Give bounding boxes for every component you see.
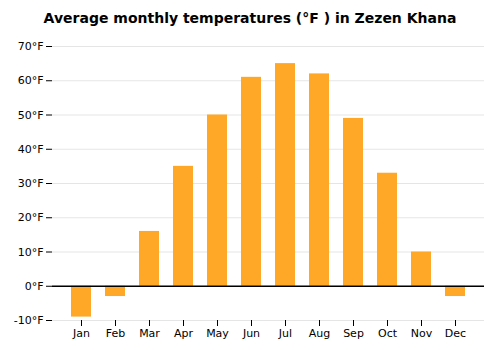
svg-text:Dec: Dec bbox=[445, 327, 466, 340]
svg-text:Jun: Jun bbox=[242, 327, 260, 340]
svg-text:Jul: Jul bbox=[278, 327, 292, 340]
svg-text:Feb: Feb bbox=[106, 327, 125, 340]
svg-text:Jan: Jan bbox=[72, 327, 90, 340]
svg-text:10°F: 10°F bbox=[18, 246, 44, 259]
html-text:Average monthly temperatures (: Average monthly temperatures (°F ) in Ze… bbox=[43, 10, 457, 26]
svg-text:Oct: Oct bbox=[378, 327, 398, 340]
svg-text:May: May bbox=[206, 327, 229, 340]
svg-text:Mar: Mar bbox=[139, 327, 160, 340]
svg-text:60°F: 60°F bbox=[18, 74, 44, 87]
svg-text:Sep: Sep bbox=[343, 327, 364, 340]
svg-text:40°F: 40°F bbox=[18, 143, 44, 156]
svg-text:Apr: Apr bbox=[174, 327, 194, 340]
svg-text:70°F: 70°F bbox=[18, 40, 44, 53]
svg-text:Nov: Nov bbox=[411, 327, 433, 340]
svg-text:0°F: 0°F bbox=[25, 280, 44, 293]
svg-text:Aug: Aug bbox=[309, 327, 330, 340]
svg-text:20°F: 20°F bbox=[18, 211, 44, 224]
svg-text:50°F: 50°F bbox=[18, 109, 44, 122]
svg-text:30°F: 30°F bbox=[18, 177, 44, 190]
svg-text:-10°F: -10°F bbox=[14, 314, 44, 327]
